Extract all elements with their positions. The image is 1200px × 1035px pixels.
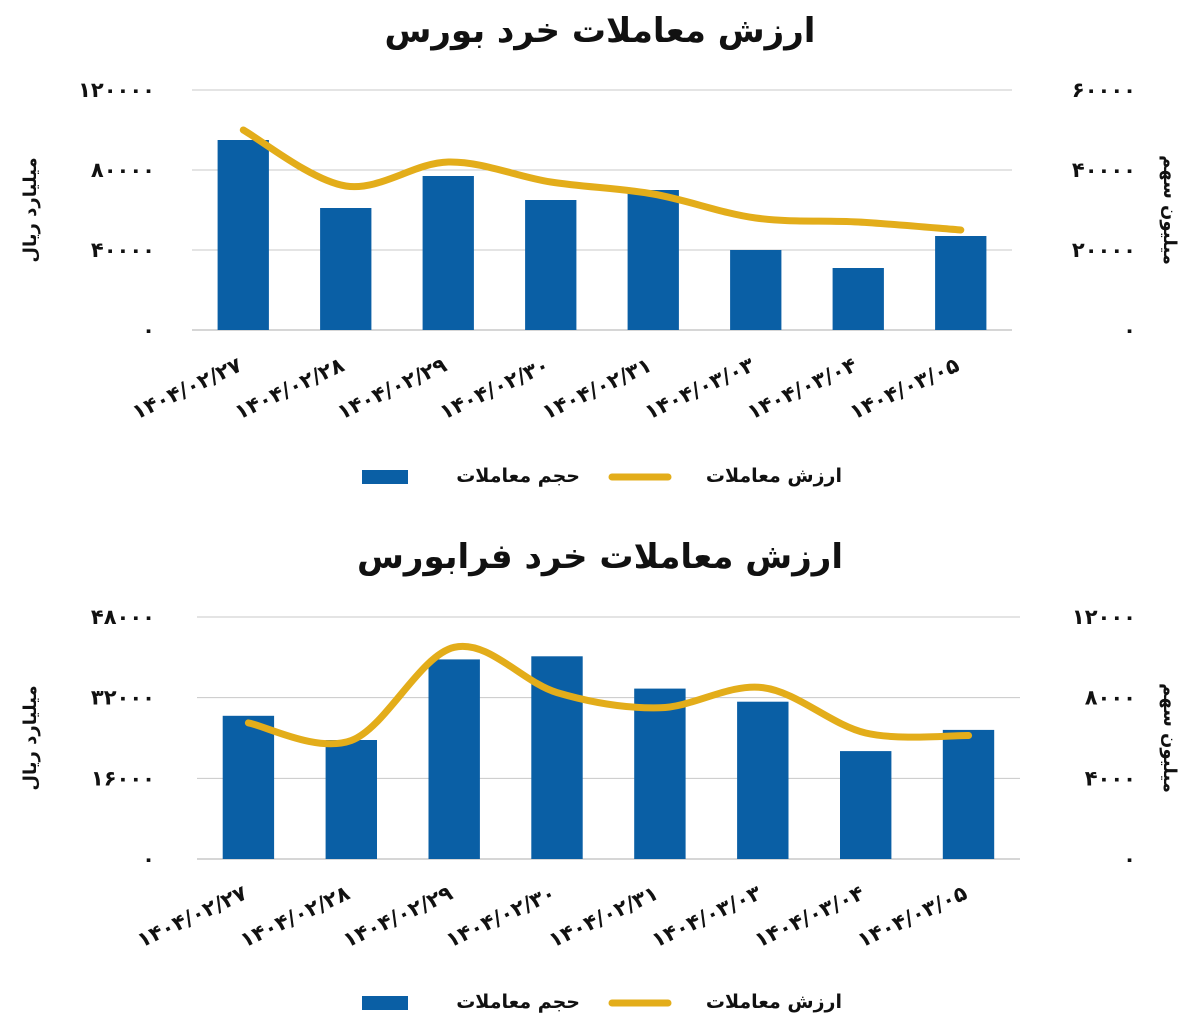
y-right-tick-label: ۲۰۰۰۰ xyxy=(1072,238,1136,262)
bar xyxy=(525,200,577,330)
bar xyxy=(428,659,480,859)
x-tick-label: ۱۴۰۴/۰۳/۰۵ xyxy=(854,881,971,953)
y-left-tick-label: ۰ xyxy=(142,318,155,342)
x-tick-label: ۱۴۰۴/۰۳/۰۵ xyxy=(846,353,963,425)
y-right-tick-label: ۰ xyxy=(1123,847,1136,871)
bar xyxy=(325,740,377,859)
bar xyxy=(422,176,474,330)
x-tick-label: ۱۴۰۴/۰۲/۲۹ xyxy=(333,353,450,425)
series-line-value xyxy=(239,126,965,234)
y-left-tick-label: ۳۲۰۰۰ xyxy=(91,686,155,710)
y-left-tick-label: ۸۰۰۰۰ xyxy=(91,158,155,182)
x-tick-label: ۱۴۰۴/۰۲/۳۰ xyxy=(442,881,559,953)
y-right-axis-title: میلیون سهم xyxy=(1159,683,1180,793)
bar xyxy=(222,715,275,859)
x-tick-label: ۱۴۰۴/۰۳/۰۴ xyxy=(743,353,860,425)
legend-swatch-bar xyxy=(362,996,408,1010)
y-right-tick-label: ۶۰۰۰۰ xyxy=(1072,78,1136,102)
x-tick-label: ۱۴۰۴/۰۲/۲۷ xyxy=(134,881,251,953)
chart-title: ارزش معاملات خرد فرابورس xyxy=(357,537,843,577)
x-tick-label: ۱۴۰۴/۰۳/۰۴ xyxy=(751,881,868,953)
x-tick-label: ۱۴۰۴/۰۳/۰۳ xyxy=(648,881,765,953)
y-left-tick-label: ۴۰۰۰۰ xyxy=(91,238,155,262)
y-left-axis-title: میلیارد ریال xyxy=(20,157,41,262)
y-left-tick-label: ۴۸۰۰۰ xyxy=(91,605,155,629)
x-tick-label: ۱۴۰۴/۰۲/۳۱ xyxy=(545,881,662,953)
bar xyxy=(217,140,269,330)
y-right-tick-label: ۸۰۰۰ xyxy=(1085,686,1136,710)
legend-label-line: ارزش معاملات xyxy=(706,465,842,487)
bar xyxy=(935,236,987,330)
y-left-axis-title: میلیارد ریال xyxy=(20,685,41,790)
bar xyxy=(832,268,884,330)
bar xyxy=(737,701,789,859)
y-left-tick-label: ۱۶۰۰۰ xyxy=(91,766,155,790)
chart-2: ارزش معاملات خرد فرابورس ۰ ۱۶۰۰۰ ۳۲۰۰۰ ۴۸۰۰۰… xyxy=(20,537,1180,1013)
y-left-tick-label: ۰ xyxy=(142,847,155,871)
bar xyxy=(627,190,679,330)
legend: حجم معاملات ارزش معاملات xyxy=(362,465,842,487)
y-left-tick-label: ۱۲۰۰۰۰ xyxy=(78,78,155,102)
x-tick-label: ۱۴۰۴/۰۳/۰۳ xyxy=(641,353,758,425)
y-right-axis-title: میلیون سهم xyxy=(1159,155,1180,265)
bar xyxy=(730,250,782,330)
x-tick-label: ۱۴۰۴/۰۲/۲۷ xyxy=(128,353,245,425)
y-right-tick-label: ۰ xyxy=(1123,318,1136,342)
bar xyxy=(840,751,892,859)
x-tick-label: ۱۴۰۴/۰۲/۳۰ xyxy=(436,353,553,425)
legend-label-bar: حجم معاملات xyxy=(456,465,580,487)
legend-label-line: ارزش معاملات xyxy=(706,991,842,1013)
x-tick-label: ۱۴۰۴/۰۲/۲۸ xyxy=(231,353,348,425)
legend: حجم معاملات ارزش معاملات xyxy=(362,991,842,1013)
series-line-value xyxy=(244,642,973,748)
legend-swatch-bar xyxy=(362,470,408,484)
x-tick-label: ۱۴۰۴/۰۲/۲۸ xyxy=(236,881,353,953)
legend-label-bar: حجم معاملات xyxy=(456,991,580,1013)
x-tick-label: ۱۴۰۴/۰۲/۲۹ xyxy=(339,881,456,953)
y-right-tick-label: ۴۰۰۰۰ xyxy=(1072,158,1136,182)
bar xyxy=(320,208,372,330)
chart-1: ارزش معاملات خرد بورس ۰ ۴۰۰۰۰ ۸۰۰۰۰ ۱۲۰۰۰۰ ۰ ۲… xyxy=(20,11,1180,487)
x-tick-label: ۱۴۰۴/۰۲/۳۱ xyxy=(538,353,655,425)
y-right-tick-label: ۱۲۰۰۰ xyxy=(1072,605,1136,629)
bar xyxy=(634,688,686,859)
chart-title: ارزش معاملات خرد بورس xyxy=(385,11,816,51)
bar xyxy=(942,729,995,859)
y-right-tick-label: ۴۰۰۰ xyxy=(1085,766,1136,790)
